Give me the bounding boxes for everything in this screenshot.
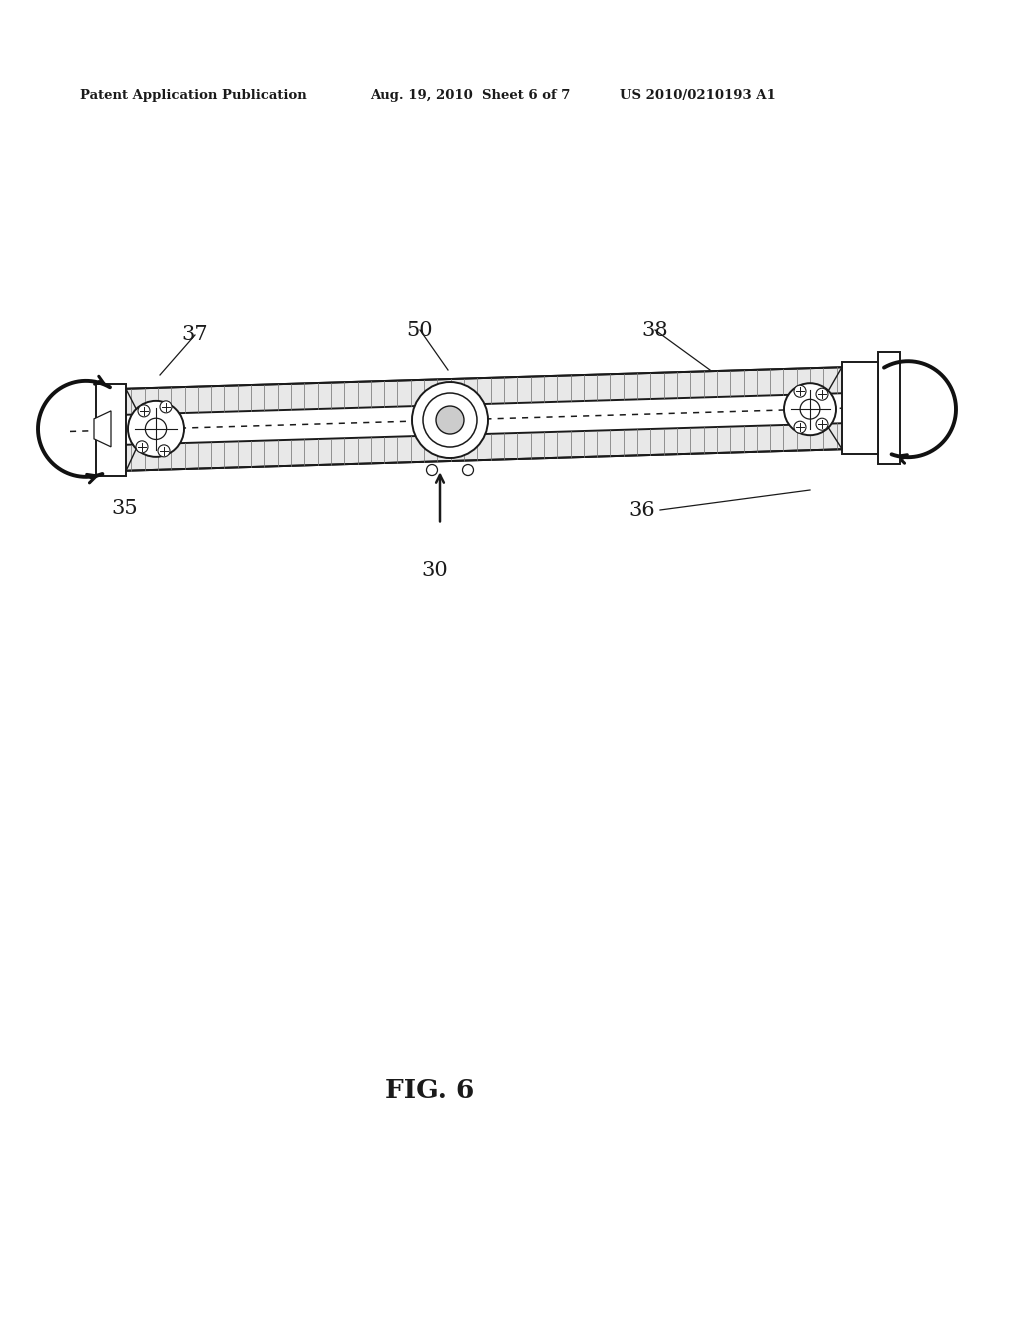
Text: 35: 35 bbox=[112, 499, 138, 517]
Text: 37: 37 bbox=[181, 326, 208, 345]
Circle shape bbox=[145, 418, 167, 440]
Text: 36: 36 bbox=[629, 500, 655, 520]
Circle shape bbox=[816, 418, 828, 430]
Polygon shape bbox=[878, 352, 900, 465]
Circle shape bbox=[794, 385, 806, 397]
Circle shape bbox=[784, 383, 836, 436]
Circle shape bbox=[463, 465, 473, 475]
Text: Aug. 19, 2010  Sheet 6 of 7: Aug. 19, 2010 Sheet 6 of 7 bbox=[370, 88, 570, 102]
Circle shape bbox=[158, 445, 170, 457]
Text: 50: 50 bbox=[407, 321, 433, 339]
Circle shape bbox=[160, 401, 172, 413]
Text: US 2010/0210193 A1: US 2010/0210193 A1 bbox=[620, 88, 776, 102]
Text: 30: 30 bbox=[422, 561, 449, 579]
Circle shape bbox=[423, 393, 477, 447]
Circle shape bbox=[412, 381, 488, 458]
Text: FIG. 6: FIG. 6 bbox=[385, 1077, 475, 1102]
Polygon shape bbox=[94, 411, 111, 447]
Circle shape bbox=[794, 421, 806, 433]
Text: Patent Application Publication: Patent Application Publication bbox=[80, 88, 307, 102]
Circle shape bbox=[136, 441, 148, 453]
Polygon shape bbox=[118, 367, 850, 414]
Circle shape bbox=[436, 407, 464, 434]
Polygon shape bbox=[842, 362, 878, 454]
Circle shape bbox=[138, 405, 150, 417]
Circle shape bbox=[128, 401, 184, 457]
Polygon shape bbox=[118, 422, 850, 471]
Polygon shape bbox=[96, 384, 126, 477]
Circle shape bbox=[800, 400, 820, 418]
Circle shape bbox=[427, 465, 437, 475]
Circle shape bbox=[816, 388, 828, 400]
Text: 38: 38 bbox=[642, 321, 669, 339]
